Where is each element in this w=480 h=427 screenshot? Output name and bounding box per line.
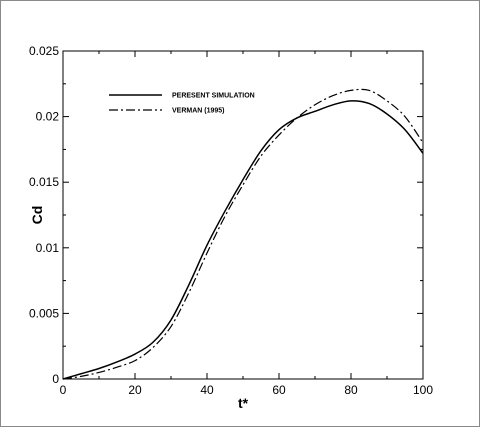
x-tick-label: 0 xyxy=(60,383,67,397)
series-line-1 xyxy=(62,100,424,380)
y-tick-label: 0.01 xyxy=(36,241,60,255)
y-tick-label: 0.015 xyxy=(29,175,59,189)
y-tick-label: 0 xyxy=(52,372,59,386)
legend-label-2: VERMAN (1995) xyxy=(172,108,225,115)
series-line-2 xyxy=(62,88,424,380)
legend-label-1: PERESENT SIMULATION xyxy=(172,93,255,100)
x-axis-label: t* xyxy=(238,395,249,411)
x-tick-label: 40 xyxy=(200,383,214,397)
x-tick-label: 60 xyxy=(272,383,286,397)
x-tick-label: 80 xyxy=(344,383,358,397)
plot-area xyxy=(62,50,424,380)
x-tick-label: 100 xyxy=(413,383,433,397)
y-tick-label: 0.02 xyxy=(36,110,60,124)
y-axis-label: Cd xyxy=(29,206,45,225)
x-tick-label: 20 xyxy=(128,383,142,397)
y-tick-label: 0.025 xyxy=(29,44,59,58)
y-tick-label: 0.005 xyxy=(29,306,59,320)
